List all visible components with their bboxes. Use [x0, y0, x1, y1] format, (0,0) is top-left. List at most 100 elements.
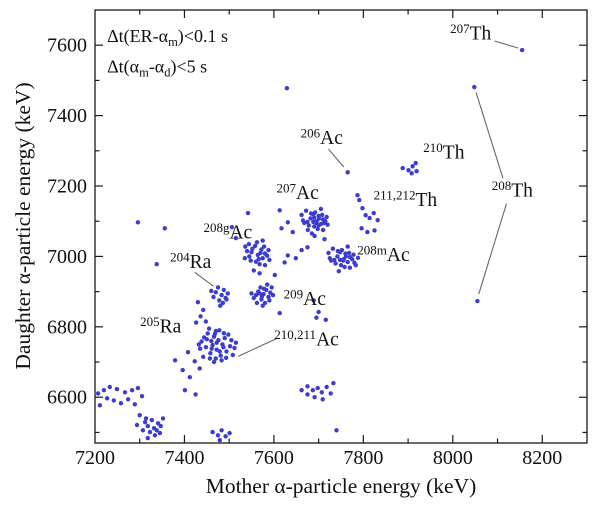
data-point-208gAc [250, 246, 255, 251]
data-point-unlabeled-misc [272, 272, 277, 278]
data-point-208gAc [256, 257, 261, 262]
data-point-207Ac [305, 227, 311, 233]
data-point-bottom-left-6520 [154, 428, 159, 433]
data-point-205Ra [219, 358, 224, 363]
data-point-205Ra [224, 349, 229, 354]
data-point-bottom-left-6600 [132, 402, 137, 407]
y-tick-label: 6600 [47, 387, 87, 409]
data-point-204Ra [213, 290, 218, 295]
data-point-bottom-left-6520 [145, 423, 150, 429]
data-point-204Ra [209, 288, 214, 294]
data-point-210Th [409, 171, 414, 176]
data-point-205Ra [203, 345, 209, 350]
leader-208Th-upper [475, 92, 504, 179]
data-point-205Ra [212, 331, 218, 337]
condition-text-1: Δt(ER-αm)<0.1 s [107, 26, 228, 49]
data-point-205Ra [201, 354, 206, 359]
data-point-205Ra [209, 346, 214, 351]
y-tick-label: 7000 [47, 246, 87, 268]
data-point-210Th [406, 168, 411, 173]
data-point-207Ac [316, 223, 321, 228]
data-point-unlabeled-misc [285, 253, 290, 258]
data-point-bottom-left-6520 [147, 429, 153, 435]
isotope-label-204Ra: 204Ra [170, 249, 212, 273]
data-point-bottom-center-6490 [215, 433, 221, 438]
y-tick-label: 6800 [47, 316, 87, 338]
data-point-bottom-center-6490 [223, 434, 228, 439]
data-point-unlabeled-misc [180, 367, 185, 373]
data-point-210Th [410, 164, 415, 169]
data-point-unlabeled-misc [182, 388, 188, 393]
data-point-211,212Th [372, 228, 377, 233]
data-point-bottom-left-6520 [160, 416, 166, 421]
data-point-205Ra [193, 320, 199, 325]
data-point-209Ac [259, 294, 264, 300]
data-point-unlabeled-misc [279, 226, 284, 231]
data-point-208mAc [355, 255, 361, 260]
data-point-205Ra [204, 337, 209, 342]
data-point-204Ra [215, 285, 221, 290]
data-point-bottom-left-6600 [129, 388, 135, 393]
data-point-207Ac [312, 224, 317, 229]
isotope-label-208Th: 208Th [492, 178, 533, 202]
data-point-bottom-right-6610 [305, 384, 310, 389]
data-point-bottom-right-6610 [319, 390, 324, 395]
data-point-209Ac [257, 291, 262, 296]
data-point-208mAc [337, 257, 343, 263]
data-point-205Ra [206, 326, 212, 331]
data-point-bottom-right-6610 [324, 384, 329, 390]
isotope-label-208mAc: 208mAc [357, 242, 410, 266]
data-point-204Ra [219, 292, 224, 298]
data-point-bottom-left-6600 [111, 398, 117, 403]
x-tick-label: 8200 [522, 447, 562, 469]
data-point-205Ra [221, 331, 226, 336]
data-point-unlabeled-misc [229, 225, 235, 230]
data-point-bottom-left-6600 [118, 401, 124, 406]
data-point-210Th [413, 160, 418, 166]
data-point-204Ra [221, 287, 226, 293]
data-point-bottom-left-6520 [157, 430, 163, 436]
data-point-unlabeled-misc [305, 245, 310, 250]
data-point-207Ac [312, 215, 317, 220]
data-point-207Ac [321, 220, 327, 226]
x-tick-label: 7600 [254, 447, 294, 469]
data-point-207Ac [324, 214, 329, 220]
data-point-208gAc [257, 262, 262, 267]
data-point-unlabeled-misc [314, 315, 319, 320]
leader-204Ra [194, 271, 214, 287]
data-point-bottom-left-6520 [145, 435, 150, 441]
isotope-label-206Ac: 206Ac [301, 125, 344, 149]
data-point-205Ra [223, 355, 229, 360]
data-point-211,212Th [357, 197, 362, 203]
data-point-209Ac [267, 298, 272, 303]
data-point-207Ac [318, 206, 324, 212]
data-point-205Ra [233, 340, 239, 345]
data-point-207Ac [320, 212, 325, 218]
data-point-207Ac [325, 222, 330, 227]
data-point-205Ra [196, 342, 201, 347]
data-point-unlabeled-misc [187, 375, 192, 380]
data-point-bottom-left-6600 [101, 388, 107, 393]
data-point-209Ac [269, 285, 274, 290]
data-point-208gAc [261, 244, 267, 249]
isotope-label-205Ra: 205Ra [140, 314, 182, 338]
data-point-205Ra [197, 346, 203, 351]
data-point-207Ac [311, 219, 316, 225]
data-point-208mAc [336, 269, 341, 274]
data-point-208gAc [262, 263, 268, 268]
data-point-208mAc [335, 254, 340, 259]
condition-text-2: Δt(αm-αd)<5 s [107, 56, 207, 79]
y-tick-label: 7600 [47, 35, 87, 57]
data-point-bottom-left-6600 [97, 403, 103, 408]
data-point-207Ac [299, 212, 304, 218]
data-point-bottom-left-6600 [125, 397, 131, 402]
data-point-208mAc [333, 261, 338, 266]
data-point-207Th [519, 47, 525, 53]
data-point-unlabeled-misc [316, 309, 321, 315]
data-point-bottom-right-6610 [310, 388, 315, 393]
data-point-207Ac [320, 227, 326, 233]
data-point-208mAc [351, 252, 356, 257]
x-tick-label: 8000 [433, 447, 473, 469]
